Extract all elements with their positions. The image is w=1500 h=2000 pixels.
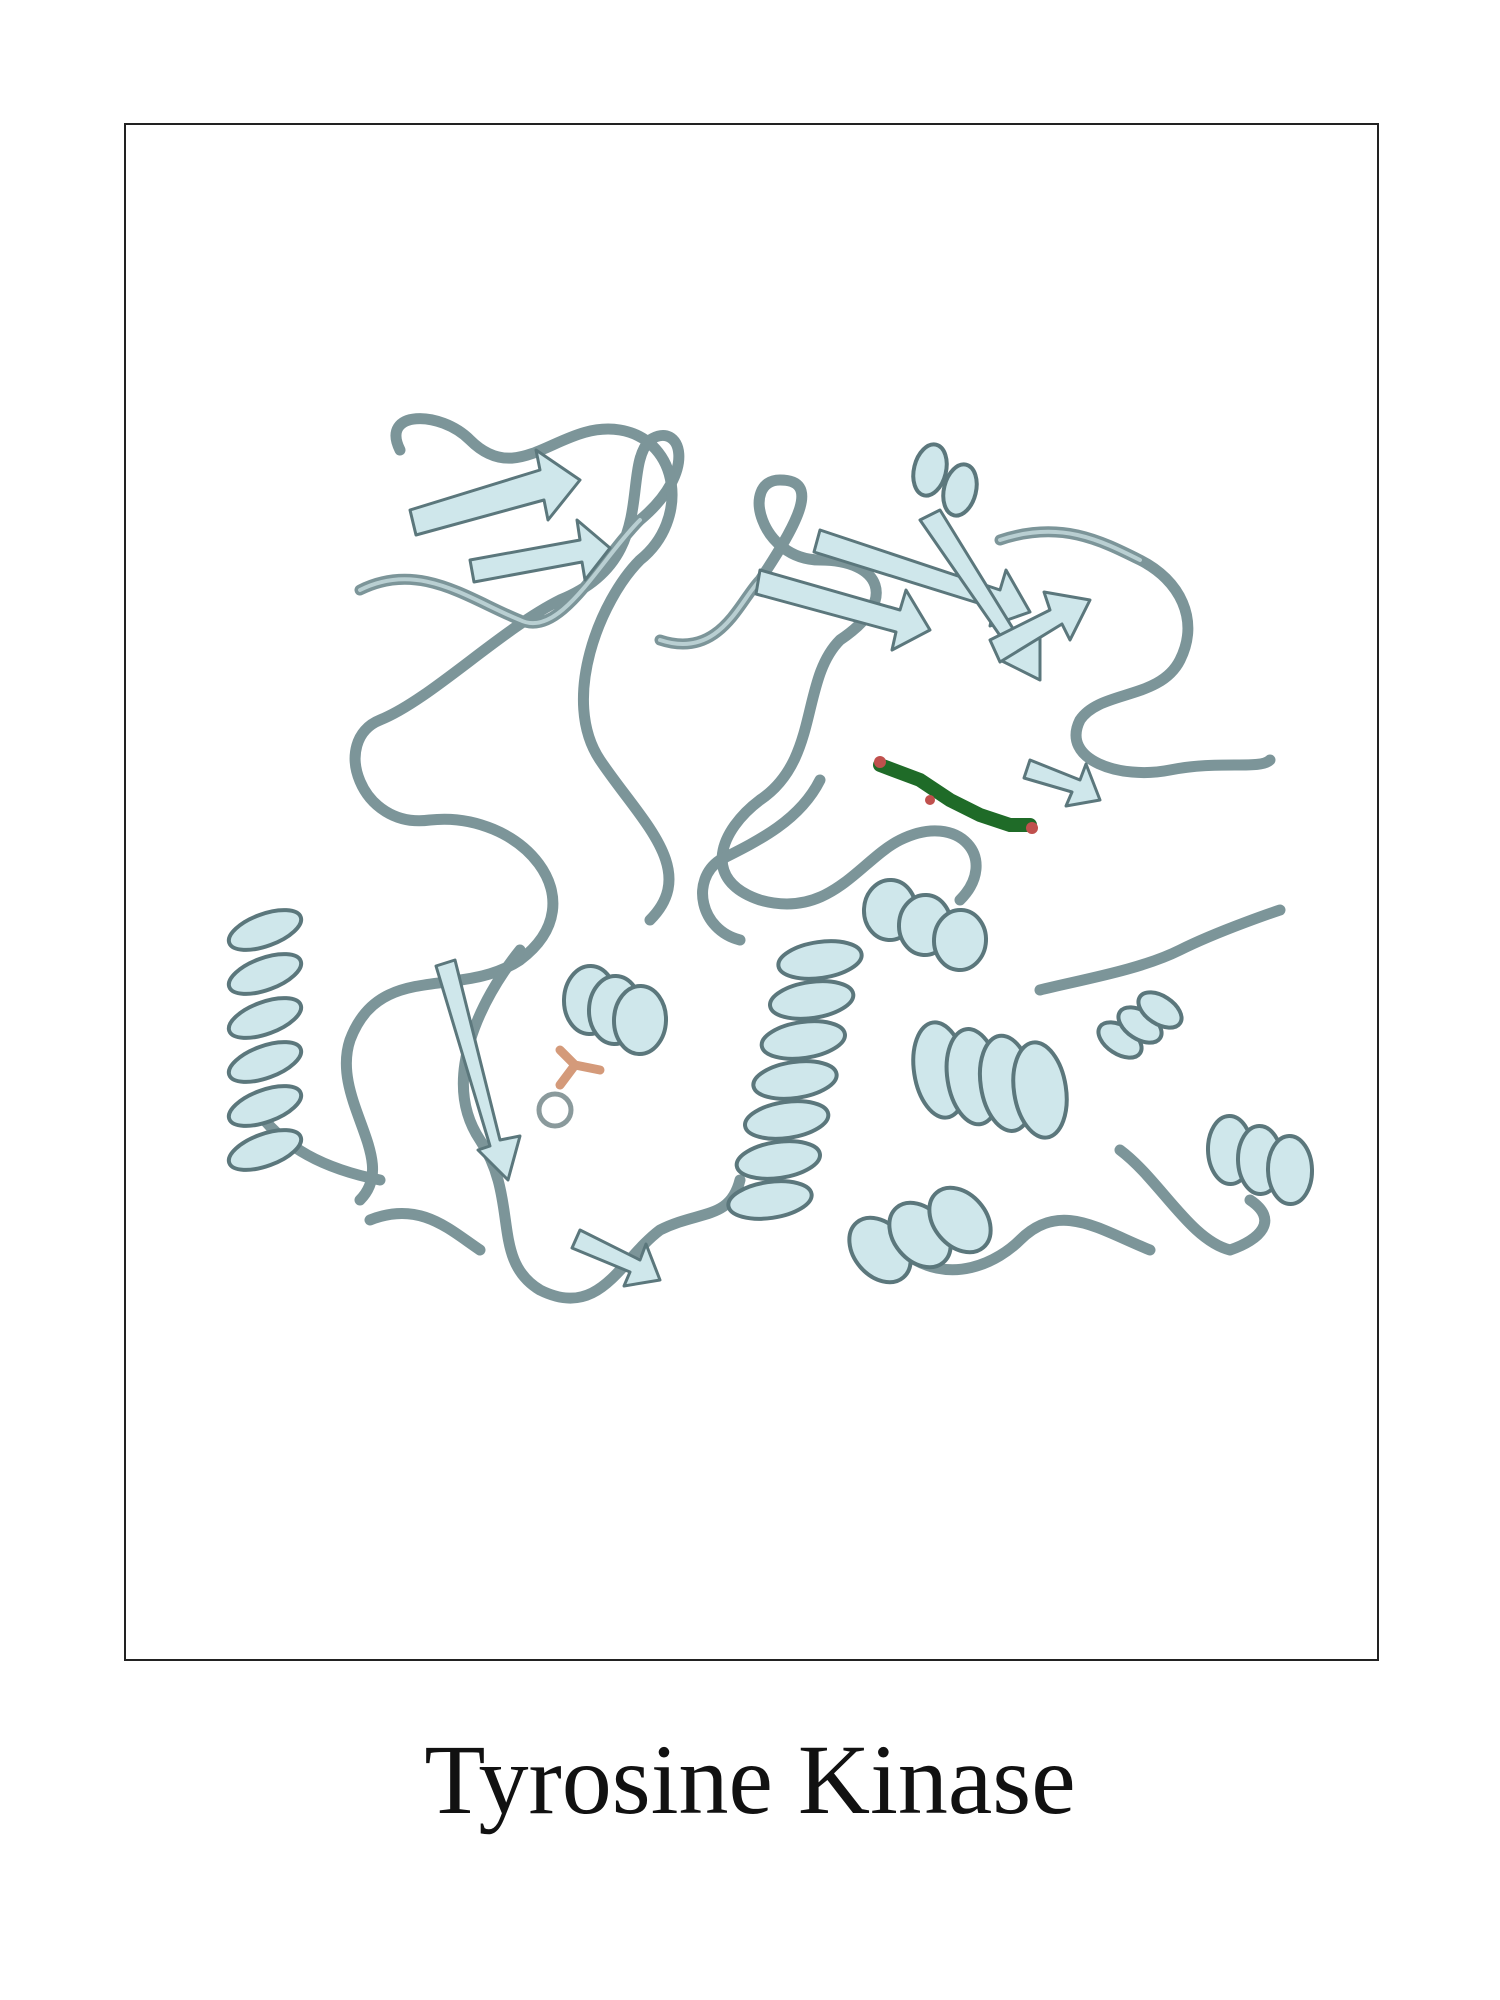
ligand-ring bbox=[536, 1091, 574, 1129]
strand bbox=[1022, 758, 1102, 808]
figure-frame bbox=[124, 123, 1379, 1661]
helix-turn bbox=[1011, 1040, 1069, 1140]
coil bbox=[894, 1214, 1156, 1276]
helix-turn bbox=[734, 1139, 822, 1181]
helix-turn bbox=[1265, 1134, 1315, 1206]
ligand bbox=[536, 756, 1038, 1129]
helix-turn bbox=[931, 908, 989, 972]
protein-ribbon bbox=[226, 413, 1315, 1304]
helix-turn bbox=[226, 908, 304, 952]
helix-turn bbox=[226, 1128, 304, 1172]
helix-turn bbox=[1136, 990, 1184, 1030]
strand bbox=[434, 958, 522, 1182]
coil bbox=[654, 474, 982, 910]
helix-turn bbox=[726, 1179, 814, 1221]
helix-turn bbox=[768, 979, 856, 1021]
coil bbox=[390, 413, 678, 926]
coil bbox=[1034, 904, 1286, 1256]
beta-sheets bbox=[408, 448, 1102, 1288]
ligand-atom bbox=[1026, 822, 1038, 834]
ligand-atom bbox=[925, 795, 935, 805]
ligand-atom bbox=[874, 756, 886, 768]
coil bbox=[697, 774, 826, 946]
helix-turn bbox=[759, 1019, 847, 1061]
helix-turn bbox=[611, 984, 669, 1056]
helix-turn bbox=[751, 1059, 839, 1101]
strand bbox=[408, 448, 582, 537]
strand bbox=[754, 568, 932, 652]
helix-turn bbox=[226, 1040, 304, 1084]
helix-turn bbox=[927, 1185, 993, 1255]
strand bbox=[468, 518, 612, 584]
helices bbox=[226, 442, 1315, 1285]
helix-turn bbox=[941, 462, 979, 518]
helix-turn bbox=[743, 1099, 831, 1141]
helix-turn bbox=[911, 442, 949, 498]
coil bbox=[340, 430, 685, 1206]
strand bbox=[988, 590, 1092, 664]
coils bbox=[244, 413, 1286, 1304]
helix-turn bbox=[226, 952, 304, 996]
helix-turn bbox=[226, 1084, 304, 1128]
caption: Tyrosine Kinase bbox=[424, 1724, 1076, 1835]
ligand-orange bbox=[555, 1045, 605, 1090]
helix-turn bbox=[776, 939, 864, 981]
coil-highlight bbox=[358, 518, 1142, 646]
helix-turn bbox=[226, 996, 304, 1040]
ligand-green bbox=[873, 758, 1037, 832]
strand bbox=[570, 1228, 662, 1288]
